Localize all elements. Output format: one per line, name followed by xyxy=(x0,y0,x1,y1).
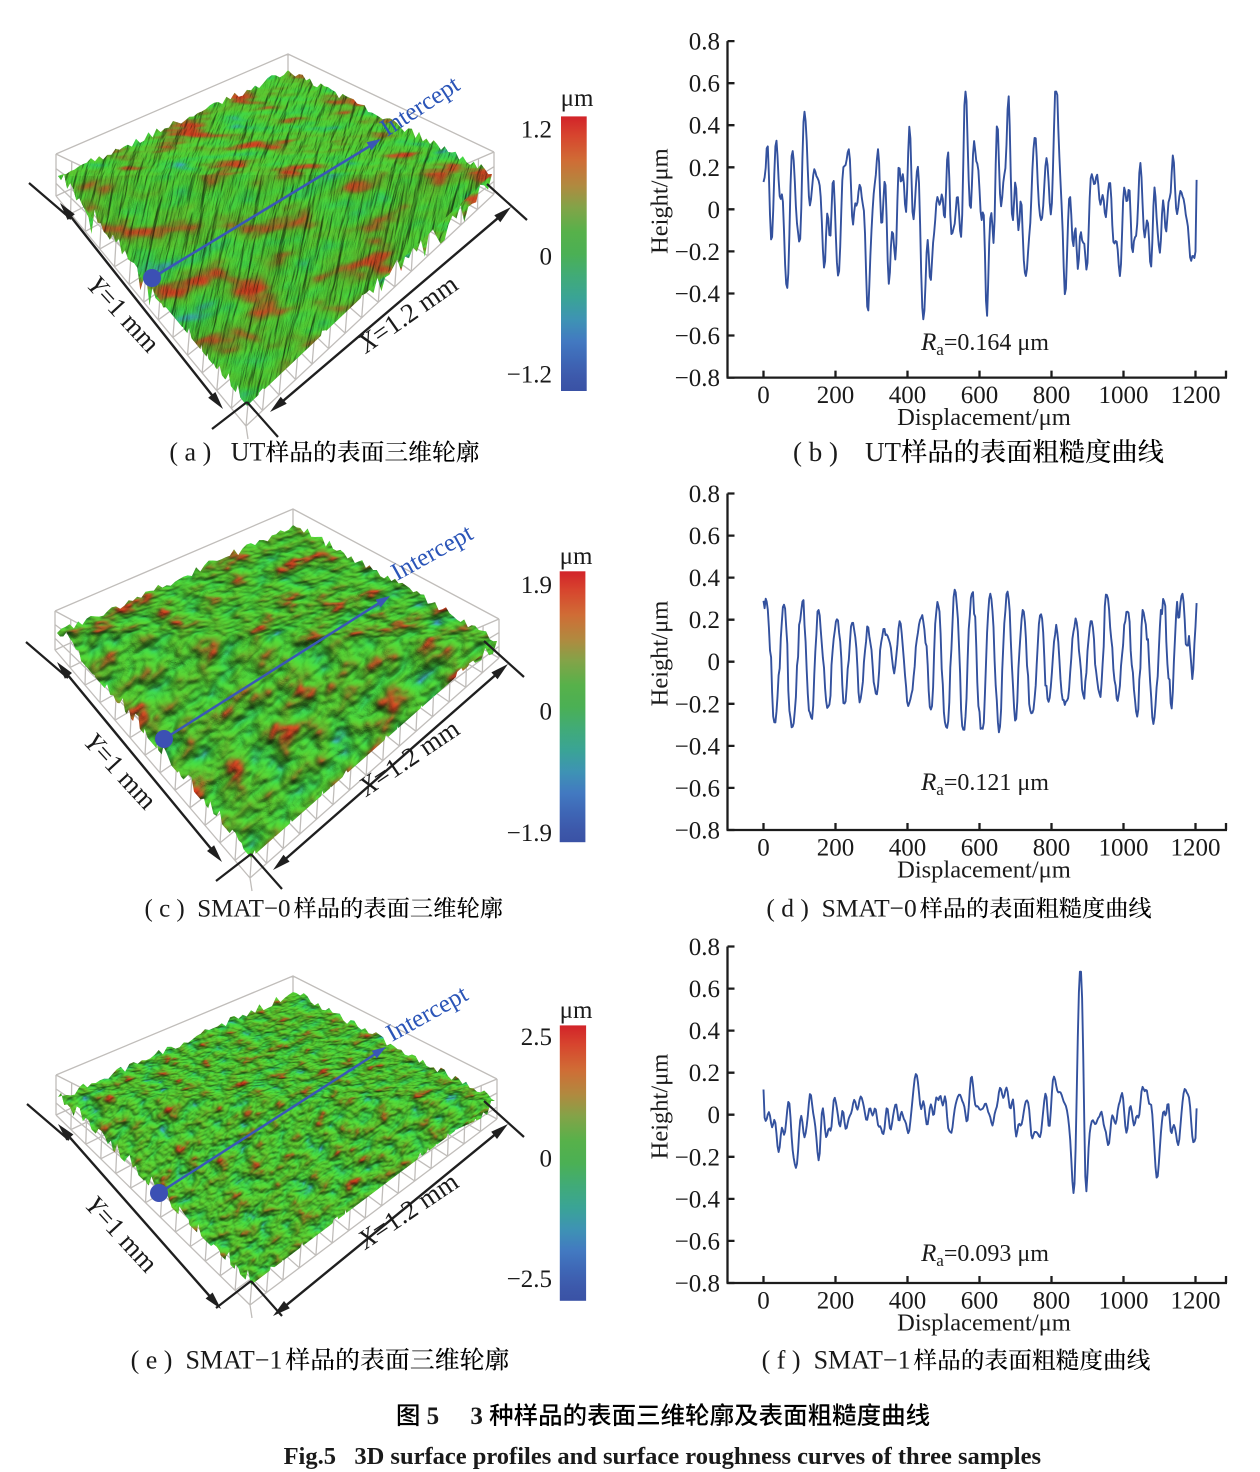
svg-text:=0.164 μm: =0.164 μm xyxy=(944,330,1049,356)
svg-text:400: 400 xyxy=(889,835,927,862)
svg-text:−0.6: −0.6 xyxy=(675,323,720,350)
svg-text:2.5: 2.5 xyxy=(521,1024,552,1051)
svg-text:Height/μm: Height/μm xyxy=(647,601,674,707)
svg-text:R: R xyxy=(920,1240,936,1267)
svg-text:Displacement/μm: Displacement/μm xyxy=(897,857,1071,884)
svg-text:200: 200 xyxy=(817,835,855,862)
svg-text:0.4: 0.4 xyxy=(689,113,721,140)
svg-text:0: 0 xyxy=(540,244,553,271)
svg-text:−0.8: −0.8 xyxy=(675,365,720,392)
svg-text:0.2: 0.2 xyxy=(689,607,720,634)
svg-text:Fig.5 3D surface profiles an: Fig.5 3D surface profiles and surface ro… xyxy=(284,1443,1041,1470)
svg-text:600: 600 xyxy=(961,382,999,409)
svg-text:1200: 1200 xyxy=(1171,835,1221,862)
svg-text:1200: 1200 xyxy=(1171,1288,1221,1315)
svg-text:800: 800 xyxy=(1033,1288,1071,1315)
svg-text:a: a xyxy=(936,1251,944,1270)
svg-text:0: 0 xyxy=(540,1145,553,1172)
svg-text:−0.4: −0.4 xyxy=(675,733,721,760)
svg-text:0.8: 0.8 xyxy=(689,29,720,56)
svg-text:−0.6: −0.6 xyxy=(675,1228,720,1255)
svg-text:0.6: 0.6 xyxy=(689,71,720,98)
svg-text:0.6: 0.6 xyxy=(689,523,720,550)
svg-text:−0.2: −0.2 xyxy=(675,1144,720,1171)
svg-text:( c ) SMAT−0: ( c ) SMAT−0 xyxy=(145,896,291,923)
svg-text:−0.6: −0.6 xyxy=(675,775,720,802)
svg-text:=0.093 μm: =0.093 μm xyxy=(944,1241,1049,1267)
svg-text:1.9: 1.9 xyxy=(521,572,552,599)
svg-text:400: 400 xyxy=(889,382,927,409)
svg-text:0.6: 0.6 xyxy=(689,976,720,1003)
svg-text:1000: 1000 xyxy=(1099,1288,1149,1315)
svg-text:a: a xyxy=(936,780,944,799)
svg-text:( b ) UT: ( b ) UT xyxy=(793,437,901,467)
svg-text:−2.5: −2.5 xyxy=(507,1266,552,1293)
svg-text:0.8: 0.8 xyxy=(689,481,720,508)
svg-text:0.2: 0.2 xyxy=(689,1060,720,1087)
svg-text:0: 0 xyxy=(708,649,721,676)
svg-text:−0.4: −0.4 xyxy=(675,281,721,308)
svg-text:600: 600 xyxy=(961,835,999,862)
svg-text:Height/μm: Height/μm xyxy=(647,148,674,254)
svg-text:0.4: 0.4 xyxy=(689,565,721,592)
svg-text:200: 200 xyxy=(817,382,855,409)
svg-text:5 3: 5 3 xyxy=(420,1403,489,1430)
svg-text:0: 0 xyxy=(757,382,770,409)
svg-text:800: 800 xyxy=(1033,835,1071,862)
svg-text:Displacement/μm: Displacement/μm xyxy=(897,1310,1071,1337)
svg-text:−0.2: −0.2 xyxy=(675,691,720,718)
svg-text:0: 0 xyxy=(757,835,770,862)
svg-text:( f ) SMAT−1: ( f ) SMAT−1 xyxy=(762,1346,911,1375)
svg-text:−0.4: −0.4 xyxy=(675,1186,721,1213)
svg-text:400: 400 xyxy=(889,1288,927,1315)
svg-text:R: R xyxy=(920,329,936,356)
svg-text:Displacement/μm: Displacement/μm xyxy=(897,404,1071,431)
svg-text:μm: μm xyxy=(560,543,593,570)
svg-text:600: 600 xyxy=(961,1288,999,1315)
svg-text:−0.8: −0.8 xyxy=(675,1271,720,1298)
svg-text:0: 0 xyxy=(708,197,721,224)
svg-text:200: 200 xyxy=(817,1288,855,1315)
svg-text:R: R xyxy=(920,769,936,796)
svg-text:0: 0 xyxy=(540,699,553,726)
svg-text:μm: μm xyxy=(561,85,594,112)
svg-text:1000: 1000 xyxy=(1099,835,1149,862)
svg-text:800: 800 xyxy=(1033,382,1071,409)
svg-text:( e ) SMAT−1: ( e ) SMAT−1 xyxy=(131,1346,283,1375)
svg-text:1.2: 1.2 xyxy=(521,117,552,144)
svg-text:0.2: 0.2 xyxy=(689,155,720,182)
svg-text:Height/μm: Height/μm xyxy=(647,1054,674,1160)
svg-text:−0.8: −0.8 xyxy=(675,818,720,845)
svg-text:1200: 1200 xyxy=(1171,382,1221,409)
svg-text:−1.2: −1.2 xyxy=(507,362,552,389)
svg-text:0: 0 xyxy=(708,1102,721,1129)
svg-text:μm: μm xyxy=(560,997,593,1024)
svg-text:−1.9: −1.9 xyxy=(507,820,552,847)
svg-text:0.4: 0.4 xyxy=(689,1018,721,1045)
svg-text:1000: 1000 xyxy=(1099,382,1149,409)
svg-text:( d ) SMAT−0: ( d ) SMAT−0 xyxy=(766,894,916,923)
svg-text:a: a xyxy=(936,340,944,359)
svg-text:−0.2: −0.2 xyxy=(675,239,720,266)
svg-text:( a ) UT: ( a ) UT xyxy=(169,438,265,467)
svg-text:0.8: 0.8 xyxy=(689,934,720,961)
svg-text:0: 0 xyxy=(757,1288,770,1315)
svg-text:=0.121 μm: =0.121 μm xyxy=(944,770,1049,796)
